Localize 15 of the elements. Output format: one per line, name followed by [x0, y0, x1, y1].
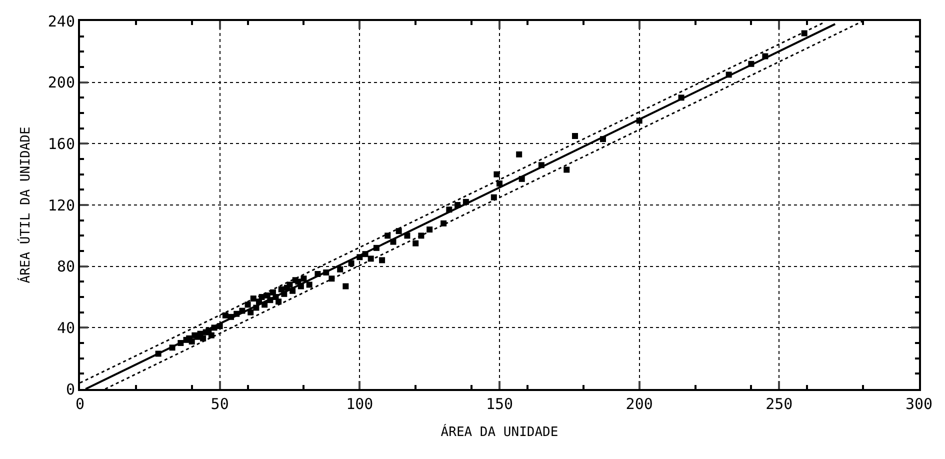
x-tick-label: 200 [626, 395, 653, 413]
x-axis-title: ÁREA DA UNIDADE [440, 423, 558, 440]
y-tick-label: 160 [48, 134, 75, 153]
x-tick-label: 300 [905, 395, 933, 413]
y-tick-label: 0 [66, 380, 75, 398]
y-tick-label: 240 [48, 12, 75, 30]
x-tick-label: 100 [346, 395, 374, 413]
x-tick-label: 250 [766, 395, 793, 413]
x-tick-label: 50 [210, 395, 229, 413]
y-axis-title: ÁREA ÚTIL DA UNIDADE [16, 126, 34, 284]
y-tick-label: 40 [56, 318, 75, 337]
x-tick-label: 150 [486, 395, 514, 413]
y-tick-label: 120 [48, 196, 75, 214]
y-tick-label: 200 [48, 74, 75, 92]
y-tick-label: 80 [56, 258, 75, 276]
